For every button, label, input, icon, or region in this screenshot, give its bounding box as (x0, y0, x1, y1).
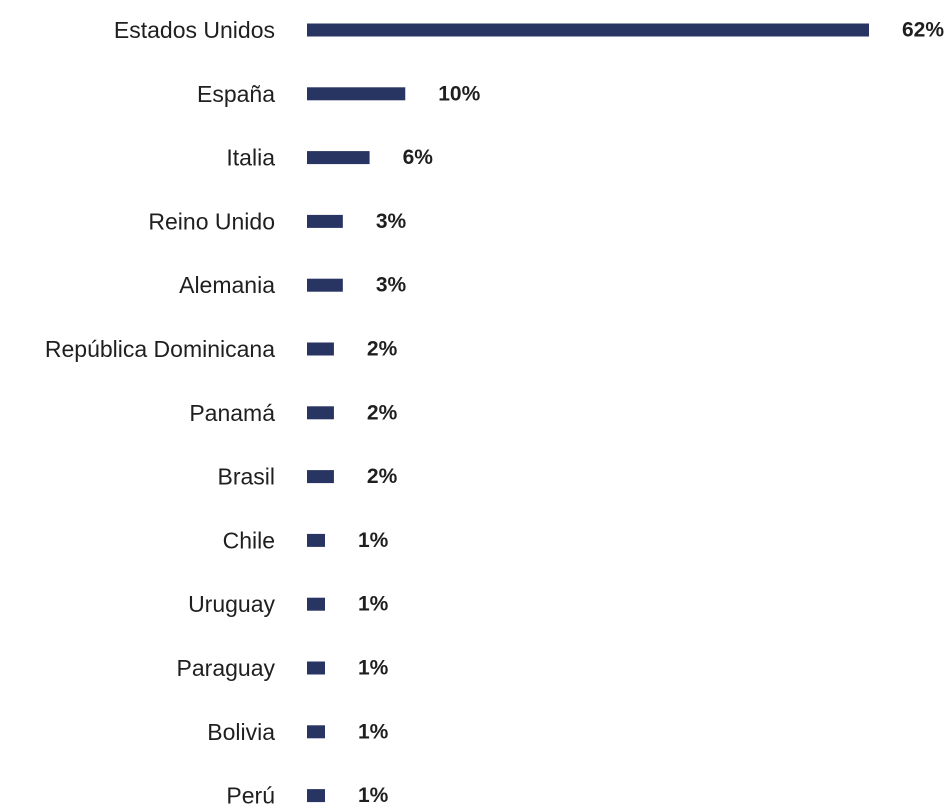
bars-layer (307, 23, 869, 803)
bar-espana (307, 87, 406, 101)
category-label-alemania: Alemania (179, 272, 275, 298)
value-label-republica-dominicana: 2% (367, 338, 398, 361)
value-label-italia: 6% (403, 146, 434, 169)
category-label-bolivia: Bolivia (207, 719, 275, 745)
bar-bolivia (307, 725, 325, 739)
category-label-chile: Chile (223, 527, 275, 553)
value-label-espana: 10% (438, 82, 480, 105)
category-label-espana: España (197, 81, 275, 107)
value-label-bolivia: 1% (358, 720, 389, 743)
category-label-uruguay: Uruguay (188, 591, 275, 617)
bar-brasil (307, 470, 334, 484)
value-label-paraguay: 1% (358, 657, 389, 680)
category-label-republica-dominicana: República Dominicana (45, 336, 275, 362)
value-label-alemania: 3% (376, 274, 407, 297)
bar-alemania (307, 278, 343, 292)
bar-italia (307, 151, 370, 165)
bar-peru (307, 789, 325, 803)
bar-paraguay (307, 661, 325, 675)
category-label-peru: Perú (226, 783, 275, 805)
labels-layer: Estados Unidos 62% España 10% Italia 6% Reino … (45, 17, 944, 805)
value-label-estados-unidos: 62% (902, 19, 944, 42)
bar-chile (307, 533, 325, 547)
bar-reino-unido (307, 214, 343, 228)
category-label-panama: Panamá (189, 400, 275, 426)
value-label-reino-unido: 3% (376, 210, 407, 233)
bar-republica-dominicana (307, 342, 334, 356)
value-label-chile: 1% (358, 529, 389, 552)
value-label-uruguay: 1% (358, 593, 389, 616)
bar-panama (307, 406, 334, 420)
value-label-peru: 1% (358, 784, 389, 805)
value-label-brasil: 2% (367, 465, 398, 488)
bar-uruguay (307, 597, 325, 611)
category-label-italia: Italia (226, 145, 275, 171)
category-label-estados-unidos: Estados Unidos (114, 17, 275, 43)
category-label-paraguay: Paraguay (177, 655, 276, 681)
category-label-brasil: Brasil (217, 464, 275, 490)
category-label-reino-unido: Reino Unido (148, 208, 275, 234)
bar-estados-unidos (307, 23, 869, 37)
value-label-panama: 2% (367, 401, 398, 424)
